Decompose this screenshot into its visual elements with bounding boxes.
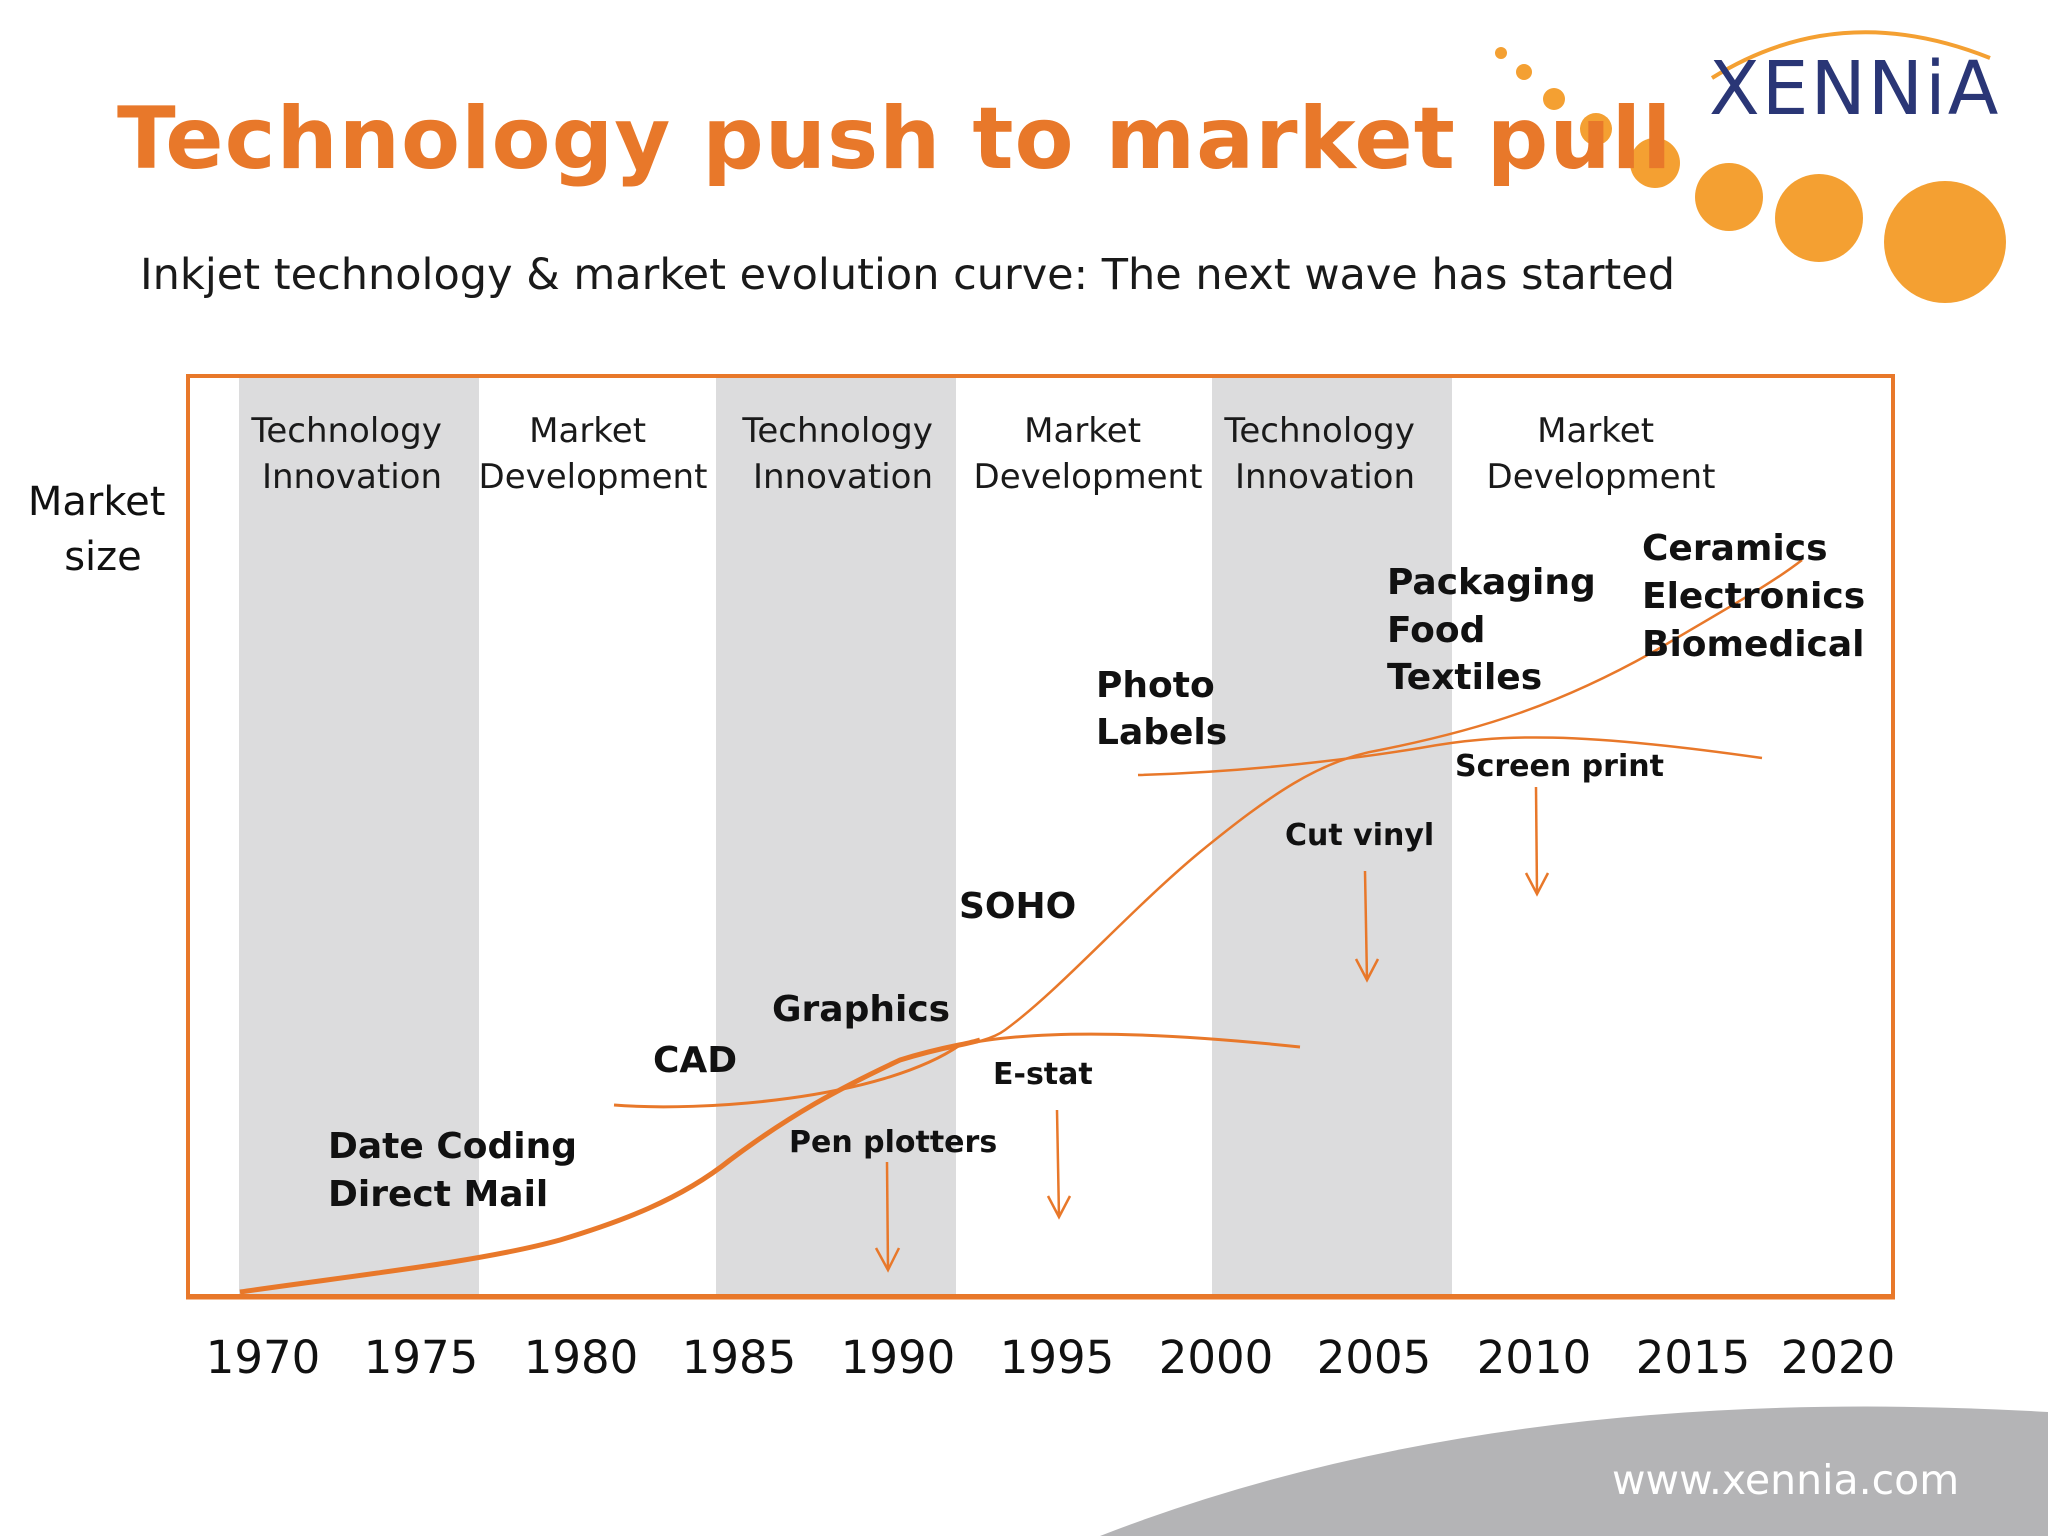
phase-band-3 xyxy=(1212,378,1452,1296)
year-label: 2005 xyxy=(1317,1331,1432,1384)
logo-dots xyxy=(1495,47,2006,303)
svg-text:Market Development: Market Development xyxy=(479,411,708,497)
year-label: 1980 xyxy=(524,1331,639,1384)
evolution-curve-start-thick xyxy=(239,1037,981,1295)
y-axis-label-line1: Market xyxy=(28,479,166,525)
svg-text:Packaging Food Textile: Packaging Food Textiles xyxy=(1387,562,1608,698)
page-subtitle: Inkjet technology & market evolution cur… xyxy=(140,250,1675,300)
svg-text:Market size: Market size xyxy=(28,479,178,580)
label-photo: Photo xyxy=(1096,665,1215,706)
label-date-coding: Date Coding xyxy=(328,1126,577,1167)
phase-3-line2: Innovation xyxy=(753,457,933,497)
phase-4-line2: Development xyxy=(974,457,1203,497)
decline-arrow-pen-plotters xyxy=(874,1161,901,1273)
logo-swoosh xyxy=(1710,30,1991,80)
year-label: 1970 xyxy=(206,1331,321,1384)
phase-6-line1: Market xyxy=(1537,411,1654,451)
phase-5-line2: Innovation xyxy=(1235,457,1415,497)
label-direct-mail: Direct Mail xyxy=(328,1174,548,1215)
decline-arrow-cut-vinyl xyxy=(1354,870,1380,983)
label-cad: CAD xyxy=(653,1040,737,1081)
year-label: 1990 xyxy=(841,1331,956,1384)
footer-swoosh xyxy=(1100,1406,2048,1536)
svg-text:Date Coding Direct Mail: Date Coding Direct Mail xyxy=(328,1126,590,1215)
phase-5-line1: Technology xyxy=(1223,411,1414,451)
label-ceramics: Ceramics xyxy=(1642,528,1828,569)
phase-1-line1: Technology xyxy=(250,411,441,451)
saturation-curve-2 xyxy=(1137,736,1763,777)
decline-arrow-e-stat xyxy=(1046,1109,1072,1220)
saturation-curve-1 xyxy=(613,1032,1301,1109)
label-cut-vinyl: Cut vinyl xyxy=(1285,818,1434,853)
phase-2-line2: Development xyxy=(479,457,708,497)
year-label: 2000 xyxy=(1159,1331,1274,1384)
phase-6-line2: Development xyxy=(1487,457,1716,497)
label-packaging: Packaging xyxy=(1387,562,1596,603)
label-electronics: Electronics xyxy=(1642,576,1865,617)
page-title: Technology push to market pull xyxy=(117,89,1673,189)
svg-text:Photo Labels: Photo Labels xyxy=(1096,665,1227,753)
svg-text:Market Development: Market Development xyxy=(974,411,1203,497)
label-e-stat: E-stat xyxy=(993,1057,1093,1092)
label-screen-print: Screen print xyxy=(1455,749,1664,784)
label-food: Food xyxy=(1387,610,1485,651)
phase-1-line2: Innovation xyxy=(262,457,442,497)
svg-text:Technology Innovation: Technology Innovation xyxy=(741,411,943,497)
phase-3-line1: Technology xyxy=(741,411,932,451)
svg-text:Ceramics Electronics B: Ceramics Electronics Biomedical xyxy=(1642,528,1878,665)
y-axis-label-line2: size xyxy=(64,534,142,580)
label-textiles: Textiles xyxy=(1387,657,1542,698)
label-biomedical: Biomedical xyxy=(1642,624,1865,665)
decline-arrow-screen-print xyxy=(1524,786,1550,897)
year-label: 1975 xyxy=(364,1331,479,1384)
year-label: 2015 xyxy=(1636,1331,1751,1384)
xennia-logo: XENNiA xyxy=(1709,46,2001,132)
label-graphics: Graphics xyxy=(772,989,950,1030)
label-pen-plotters: Pen plotters xyxy=(789,1125,997,1160)
phase-2-line1: Market xyxy=(529,411,646,451)
year-label: 1995 xyxy=(1000,1331,1115,1384)
year-label: 2020 xyxy=(1781,1331,1896,1384)
label-soho: SOHO xyxy=(959,886,1076,927)
svg-text:Technology Innovation: Technology Innovation xyxy=(1223,411,1425,497)
svg-text:Technology Innovation: Technology Innovation xyxy=(250,411,452,497)
phase-band-1 xyxy=(239,378,479,1296)
label-labels: Labels xyxy=(1096,712,1227,753)
footer-url: www.xennia.com xyxy=(1612,1456,1960,1504)
year-label: 1985 xyxy=(682,1331,797,1384)
year-label: 2010 xyxy=(1477,1331,1592,1384)
phase-4-line1: Market xyxy=(1024,411,1141,451)
svg-text:Market Development: Market Development xyxy=(1487,411,1716,497)
